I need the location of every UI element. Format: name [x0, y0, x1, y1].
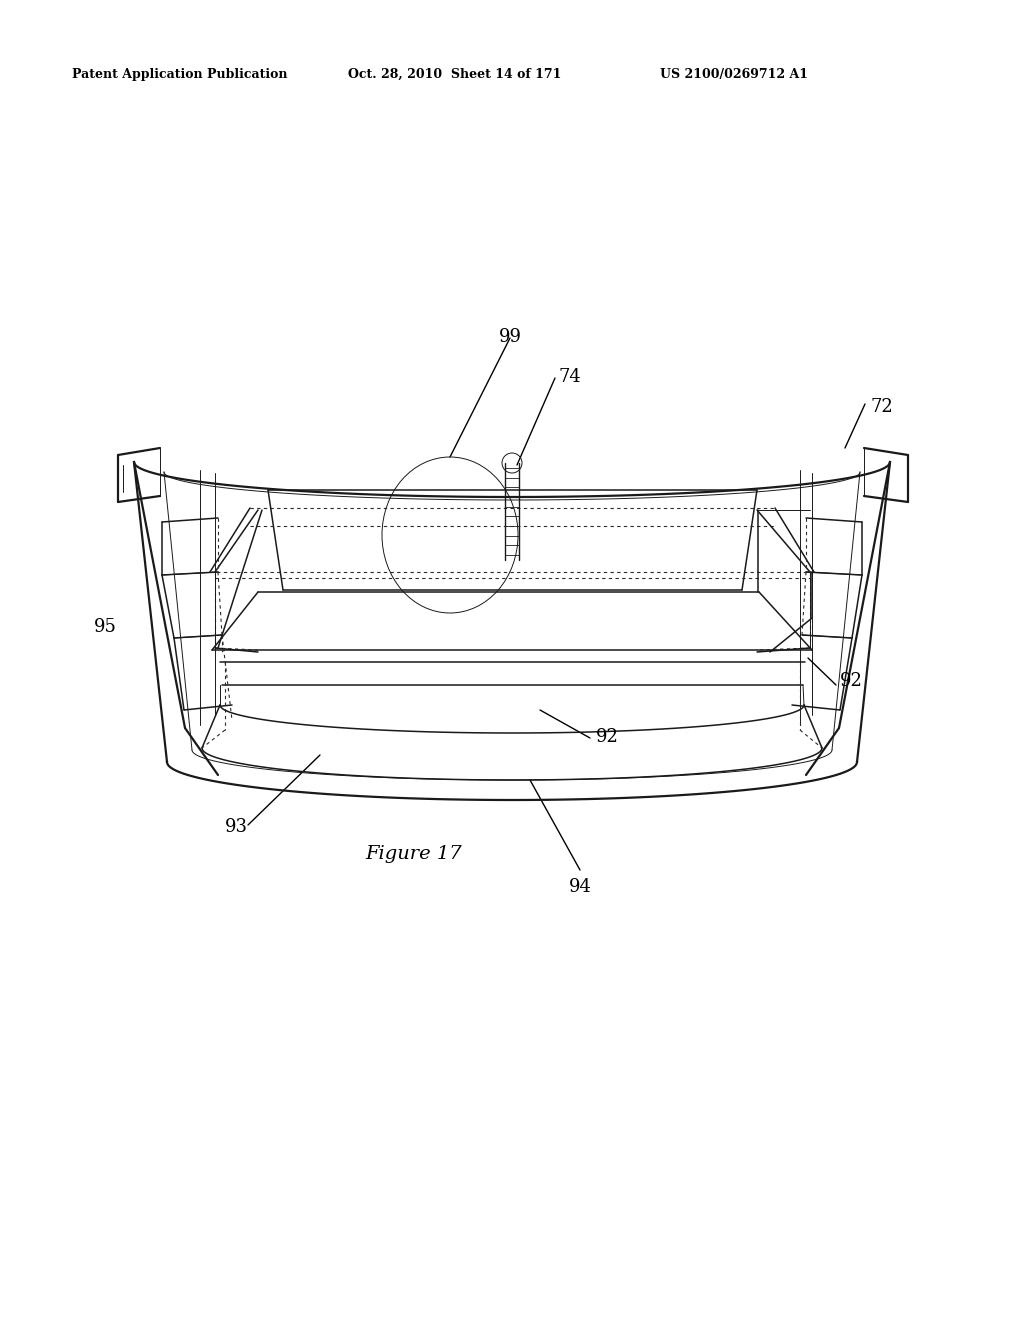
Text: 74: 74	[559, 368, 582, 385]
Text: 93: 93	[224, 818, 248, 836]
Text: 92: 92	[840, 672, 863, 690]
Text: Patent Application Publication: Patent Application Publication	[72, 69, 288, 81]
Text: 72: 72	[870, 399, 893, 416]
Text: Oct. 28, 2010  Sheet 14 of 171: Oct. 28, 2010 Sheet 14 of 171	[348, 69, 561, 81]
Text: Figure 17: Figure 17	[365, 845, 462, 863]
Text: 99: 99	[499, 327, 521, 346]
Text: 92: 92	[596, 729, 618, 746]
Text: US 2100/0269712 A1: US 2100/0269712 A1	[660, 69, 808, 81]
Text: 94: 94	[568, 878, 592, 896]
Text: 95: 95	[93, 618, 117, 636]
